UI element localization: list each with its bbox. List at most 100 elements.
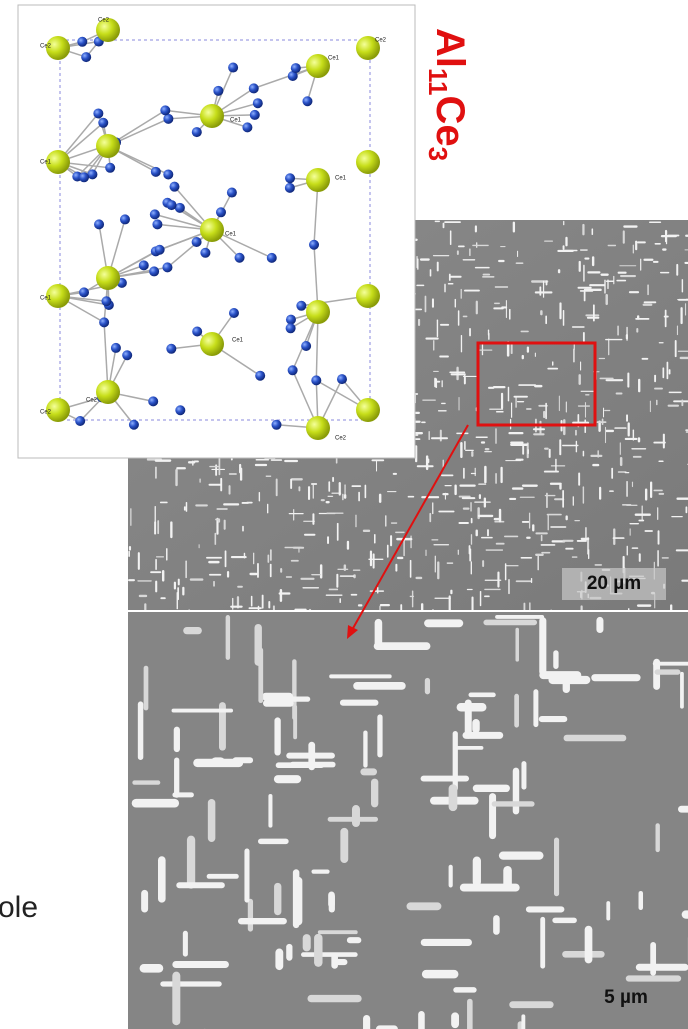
precipitate <box>617 325 619 336</box>
precipitate <box>397 556 404 560</box>
precipitate <box>155 580 158 593</box>
scale-bg <box>562 568 666 600</box>
precipitate <box>530 577 533 584</box>
atom-label: Ce1 <box>335 176 347 182</box>
precipitate <box>433 544 450 546</box>
precipitate <box>460 334 463 353</box>
ce-atom <box>96 266 120 290</box>
precipitate <box>545 280 548 286</box>
precipitate <box>274 882 282 916</box>
precipitate <box>609 490 614 492</box>
precipitate <box>626 414 628 422</box>
precipitate <box>539 671 582 680</box>
precipitate <box>554 837 560 897</box>
precipitate <box>154 506 156 524</box>
precipitate <box>437 561 440 580</box>
precipitate <box>450 589 453 595</box>
precipitate <box>542 280 545 298</box>
precipitate <box>175 468 178 487</box>
precipitate <box>482 273 491 276</box>
precipitate <box>505 460 522 462</box>
precipitate <box>317 930 358 935</box>
precipitate <box>495 428 497 444</box>
scale-bar-label: 20 µm <box>587 573 641 594</box>
precipitate <box>563 220 565 226</box>
precipitate <box>343 564 347 571</box>
precipitate <box>368 558 384 560</box>
precipitate <box>562 539 574 542</box>
precipitate <box>604 409 611 412</box>
precipitate <box>185 501 188 512</box>
precipitate <box>409 559 412 578</box>
al-atom <box>234 252 245 263</box>
precipitate <box>431 539 439 541</box>
precipitate <box>292 869 300 929</box>
precipitate <box>336 573 339 588</box>
precipitate <box>562 444 579 447</box>
precipitate <box>580 361 582 371</box>
crystal-structure: Ce2 Ce2 Ce2 Ce1 Ce1 Ce1 Ce1 Ce1 Ce1 Ce1 Ce2 Ce2 Ce2 <box>40 18 387 442</box>
precipitate <box>631 448 647 450</box>
precipitate <box>466 588 473 591</box>
precipitate <box>605 429 615 433</box>
precipitate <box>489 408 504 410</box>
precipitate <box>641 505 643 522</box>
precipitate <box>667 404 680 407</box>
precipitate <box>488 332 490 340</box>
precipitate <box>441 402 446 405</box>
precipitate <box>634 513 651 516</box>
precipitate <box>373 533 376 544</box>
precipitate <box>626 545 628 556</box>
precipitate <box>274 717 281 756</box>
precipitate <box>470 517 473 524</box>
precipitate <box>505 565 519 567</box>
precipitate <box>444 283 446 293</box>
precipitate <box>585 527 587 542</box>
precipitate <box>563 734 627 742</box>
precipitate <box>336 522 339 541</box>
precipitate <box>372 553 375 569</box>
precipitate <box>495 614 545 619</box>
precipitate <box>457 549 459 555</box>
precipitate <box>604 279 606 294</box>
precipitate <box>458 521 469 524</box>
precipitate <box>623 225 638 228</box>
precipitate <box>638 553 641 562</box>
precipitate <box>327 816 379 822</box>
precipitate <box>681 910 688 919</box>
al-atom <box>175 405 186 416</box>
precipitate <box>589 284 606 287</box>
precipitate <box>680 307 683 325</box>
precipitate <box>562 490 565 508</box>
precipitate <box>680 671 684 709</box>
precipitate <box>590 454 603 458</box>
precipitate <box>228 473 237 475</box>
precipitate <box>155 556 164 558</box>
precipitate <box>508 579 510 595</box>
precipitate <box>629 523 639 525</box>
precipitate <box>515 396 517 408</box>
al-atom <box>149 209 160 220</box>
precipitate <box>371 459 385 462</box>
precipitate <box>173 726 180 753</box>
al-atom <box>287 365 298 376</box>
precipitate <box>450 373 466 376</box>
al-atom <box>302 96 313 107</box>
precipitate <box>460 441 463 459</box>
precipitate <box>131 798 180 808</box>
precipitate <box>512 221 516 233</box>
precipitate <box>225 615 231 660</box>
precipitate <box>339 575 355 577</box>
precipitate <box>494 286 509 288</box>
al-atom <box>162 262 173 273</box>
precipitate <box>230 555 247 559</box>
precipitate <box>552 917 577 924</box>
precipitate <box>166 548 168 561</box>
precipitate <box>540 310 543 316</box>
precipitate <box>649 400 651 413</box>
precipitate <box>591 228 594 235</box>
precipitate <box>685 506 688 514</box>
precipitate <box>159 501 168 504</box>
precipitate <box>249 572 258 576</box>
